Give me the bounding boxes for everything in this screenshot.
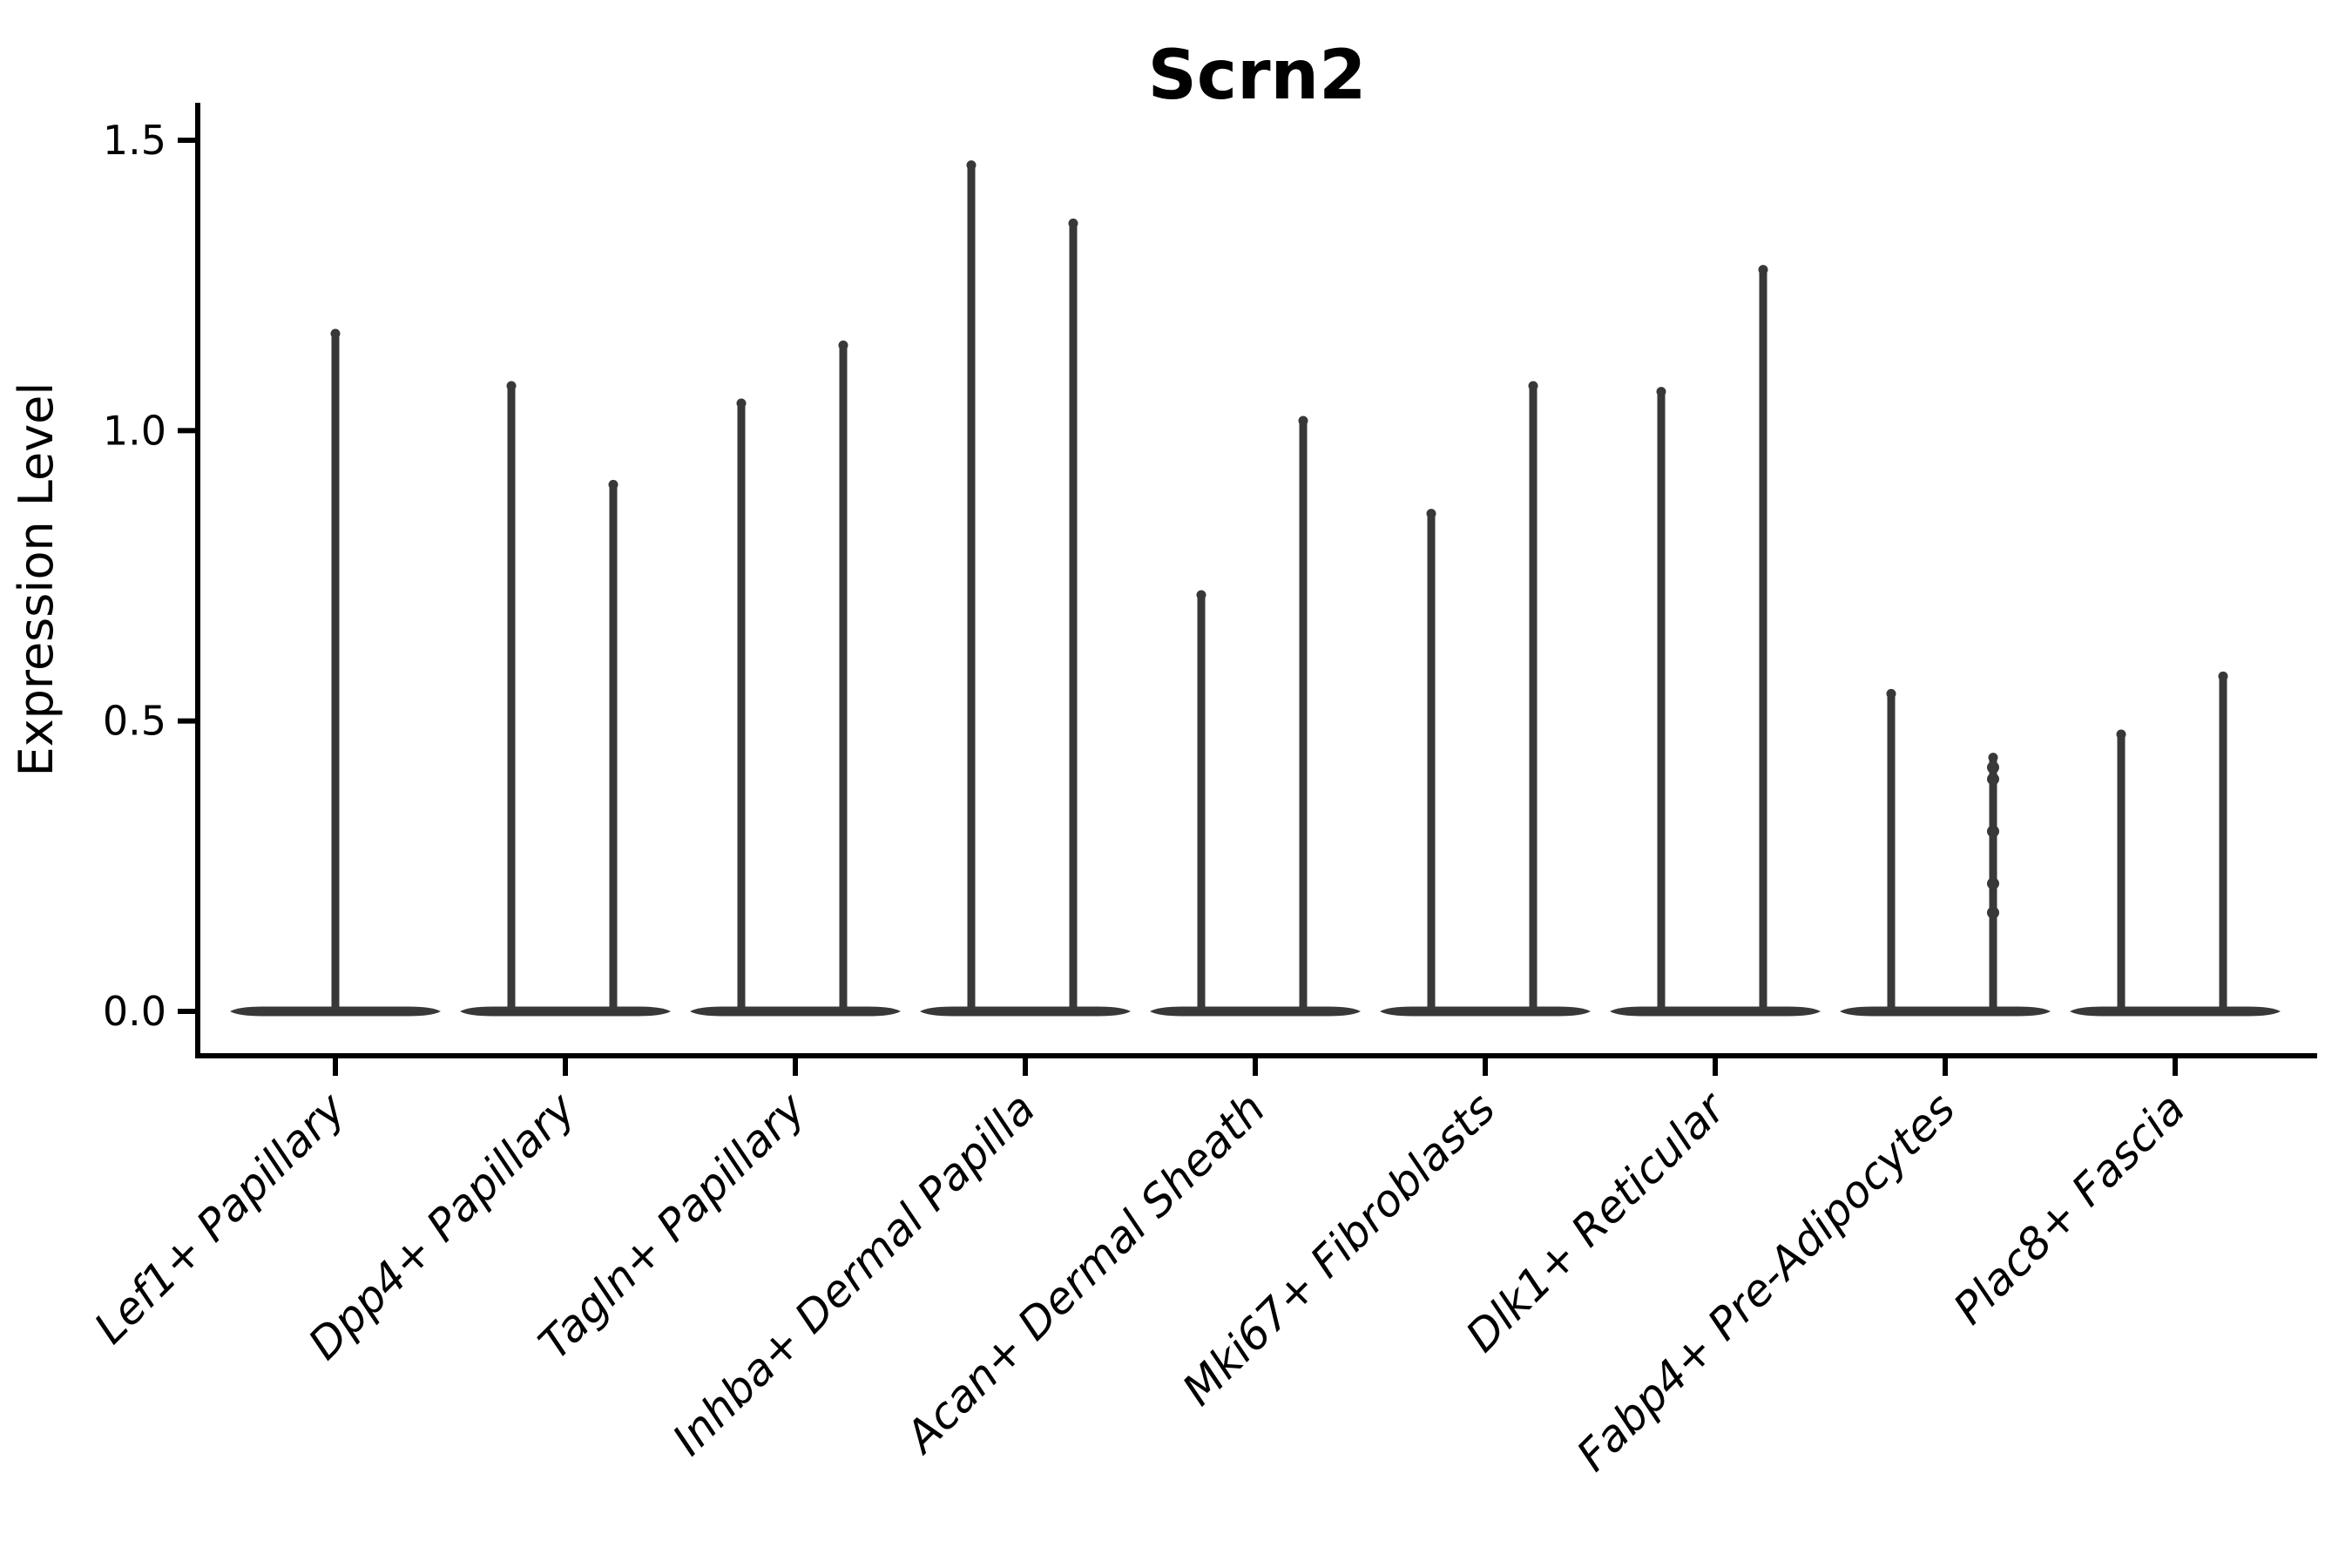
x-tick-mark bbox=[1943, 1058, 1948, 1076]
violin-base bbox=[1840, 1006, 2051, 1017]
violin-max-point bbox=[506, 381, 517, 391]
x-tick-label: Fabp4+ Pre-Adipocytes bbox=[1567, 1083, 1965, 1481]
y-tick-label: 0.0 bbox=[103, 988, 166, 1035]
violin-base bbox=[460, 1006, 671, 1017]
violin-max-point bbox=[608, 479, 618, 490]
violin-data-point bbox=[1987, 760, 1999, 774]
x-tick-mark bbox=[1713, 1058, 1718, 1076]
violin-max-point bbox=[1298, 416, 1308, 426]
axes bbox=[195, 103, 2317, 1058]
violin-tail-spike bbox=[1427, 511, 1436, 1011]
violin-tail-spike bbox=[1069, 221, 1078, 1011]
violin-max-point bbox=[966, 160, 977, 171]
violin-base bbox=[1150, 1006, 1361, 1017]
x-tick-mark bbox=[1253, 1058, 1258, 1076]
x-tick-mark bbox=[1023, 1058, 1028, 1076]
violin-max-point bbox=[1196, 590, 1206, 600]
violin-tail-spike bbox=[507, 383, 516, 1011]
violin-tail-spike bbox=[1197, 592, 1206, 1011]
x-tick-mark bbox=[563, 1058, 568, 1076]
violin-tail-spike bbox=[1887, 692, 1896, 1011]
violin-max-point bbox=[2116, 729, 2126, 740]
y-axis-label: Expression Level bbox=[9, 382, 64, 777]
x-tick-mark bbox=[793, 1058, 798, 1076]
violin-data-point bbox=[1987, 773, 1999, 786]
x-tick-mark bbox=[1483, 1058, 1488, 1076]
x-tick-mark bbox=[2173, 1058, 2178, 1076]
violin-tail-spike bbox=[967, 163, 976, 1011]
y-tick-mark bbox=[178, 137, 195, 143]
y-tick-mark bbox=[178, 428, 195, 434]
violin-max-point bbox=[1988, 753, 1998, 763]
violin-base bbox=[690, 1006, 901, 1017]
violins-layer bbox=[230, 160, 2281, 1017]
x-tick-mark bbox=[333, 1058, 338, 1076]
y-tick-mark bbox=[178, 718, 195, 724]
violin-max-point bbox=[330, 328, 341, 339]
violin-max-point bbox=[838, 340, 848, 350]
violin-data-point bbox=[1987, 825, 1999, 838]
x-axis-spine bbox=[195, 1053, 2317, 1058]
violin-max-point bbox=[2218, 671, 2228, 681]
violin-tail-spike bbox=[1657, 389, 1666, 1011]
violin-data-point bbox=[1987, 906, 1999, 919]
y-tick-label: 1.5 bbox=[103, 117, 166, 164]
violin-data-point bbox=[1987, 877, 1999, 890]
violin-tail-spike bbox=[2219, 674, 2227, 1011]
y-axis-spine bbox=[195, 103, 200, 1058]
violin-max-point bbox=[736, 398, 747, 409]
violin-base bbox=[920, 1006, 1131, 1017]
violin-max-point bbox=[1758, 265, 1768, 275]
chart-title: Scrn2 bbox=[1148, 37, 1367, 115]
violin-tail-spike bbox=[1529, 383, 1538, 1011]
x-tick-label: Plac8+ Fascia bbox=[1944, 1083, 2195, 1334]
violin-tail-spike bbox=[2117, 732, 2126, 1011]
violin-tail-spike bbox=[737, 401, 746, 1012]
violin-max-point bbox=[1528, 381, 1538, 391]
violin-max-point bbox=[1068, 218, 1078, 228]
x-tick-label: Lef1+ Papillary bbox=[84, 1082, 355, 1353]
x-tick-label: Inhba+ Dermal Papilla bbox=[663, 1083, 1044, 1464]
violin-max-point bbox=[1426, 509, 1436, 519]
y-tick-mark bbox=[178, 1009, 195, 1014]
y-tick-label: 1.0 bbox=[103, 407, 166, 454]
violin-max-point bbox=[1656, 387, 1666, 397]
y-axis-ticks: 0.0 0.5 1.0 1.5 bbox=[103, 117, 195, 1035]
violin-tail-spike bbox=[1299, 418, 1308, 1012]
violin-tail-spike bbox=[609, 483, 618, 1011]
violin-tail-spike bbox=[839, 343, 848, 1012]
violin-base bbox=[2070, 1006, 2281, 1017]
violin-tail-spike bbox=[1759, 267, 1767, 1011]
violin-tail-spike bbox=[331, 331, 340, 1011]
y-tick-label: 0.5 bbox=[103, 698, 166, 745]
violin-max-point bbox=[1886, 688, 1896, 699]
violin-base bbox=[1610, 1006, 1821, 1017]
violin-base bbox=[1380, 1006, 1591, 1017]
